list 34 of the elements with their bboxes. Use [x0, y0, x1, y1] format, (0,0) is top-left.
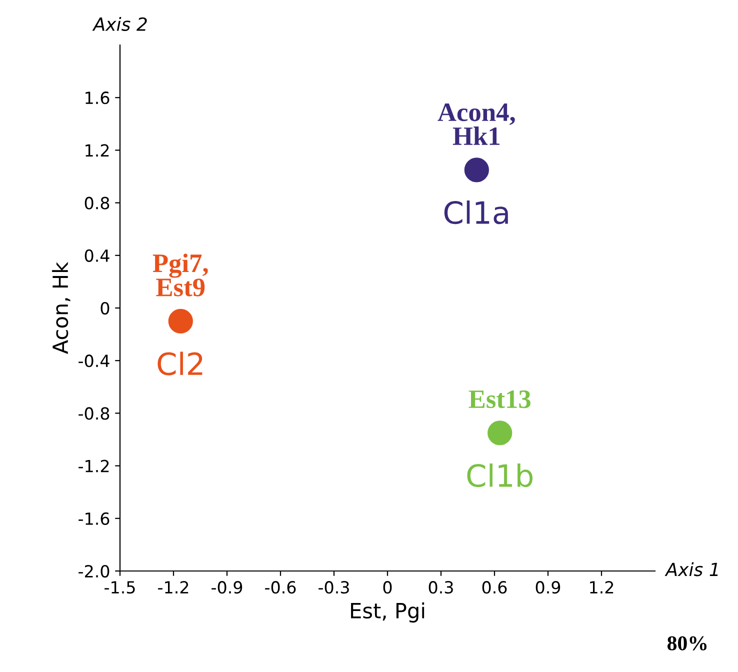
y-tick-label: -1.2	[78, 460, 109, 472]
x-tick-label: 0.9	[536, 581, 560, 594]
series-label: Cl1a	[444, 200, 508, 224]
y-tick-label: 0.8	[84, 196, 110, 210]
x-tick-label: 0	[383, 581, 392, 594]
y-tick-label: -1.6	[78, 512, 110, 525]
x-tick-label: -0.3	[318, 581, 349, 594]
x-tick-label: -0.6	[265, 581, 296, 594]
point	[464, 158, 489, 182]
text: Axis 1	[664, 562, 718, 576]
x-tick-label: -0.9	[212, 581, 242, 594]
point	[168, 308, 193, 334]
series-label: Cl2	[158, 352, 202, 376]
y-tick-label: 1.2	[86, 144, 109, 157]
series-label: Cl1b	[467, 463, 533, 488]
x-tick-label: 1.2	[590, 581, 614, 594]
x-axis-title: Est, Pgi	[351, 602, 424, 623]
text: 80%	[668, 636, 707, 650]
y-tick-label: -0.4	[78, 354, 110, 368]
y-axis-title: Acon, Hk	[52, 262, 70, 354]
y-tick-label: 0.4	[84, 249, 110, 262]
x-tick-label: -1.5	[104, 581, 135, 594]
y-tick-label: -2.0	[78, 564, 110, 578]
text: Axis 2	[92, 17, 147, 31]
x-tick-label: 0.3	[428, 581, 453, 594]
annotation: Acon4, Hk1	[438, 104, 515, 145]
annotation: Est13	[468, 390, 530, 408]
x-tick-label: 0.6	[482, 581, 507, 594]
x-tick-label: -1.2	[158, 581, 188, 594]
annotation: Pgi7, Est9	[152, 254, 208, 296]
point	[488, 420, 512, 446]
y-tick-label: 0	[100, 302, 110, 315]
y-tick-label: -0.8	[78, 407, 110, 420]
y-tick-label: 1.6	[86, 92, 110, 104]
